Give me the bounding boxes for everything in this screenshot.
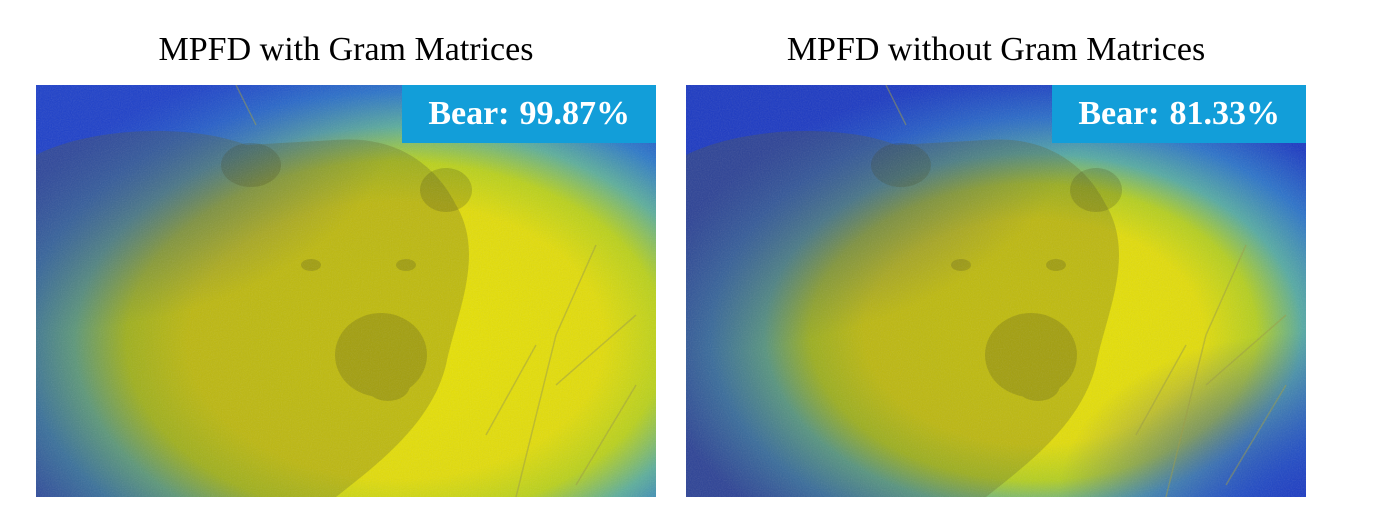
bear-heatmap-image xyxy=(36,85,656,497)
prediction-badge: Bear: 81.33% xyxy=(1052,85,1306,143)
prediction-badge: Bear: 99.87% xyxy=(402,85,656,143)
panel-with-gram: MPFD with Gram Matrices xyxy=(36,0,656,530)
panel-without-gram: MPFD without Gram Matrices xyxy=(686,0,1306,530)
prediction-label: Bear: xyxy=(428,95,510,132)
prediction-label: Bear: xyxy=(1078,95,1160,132)
panel-title: MPFD without Gram Matrices xyxy=(786,31,1206,68)
heatmap-overlay xyxy=(36,85,656,497)
heatmap-overlay xyxy=(686,85,1306,497)
panel-title: MPFD with Gram Matrices xyxy=(158,31,534,68)
prediction-score: 99.87% xyxy=(519,95,631,132)
prediction-score: 81.33% xyxy=(1169,95,1281,132)
bear-heatmap-image xyxy=(686,85,1306,497)
